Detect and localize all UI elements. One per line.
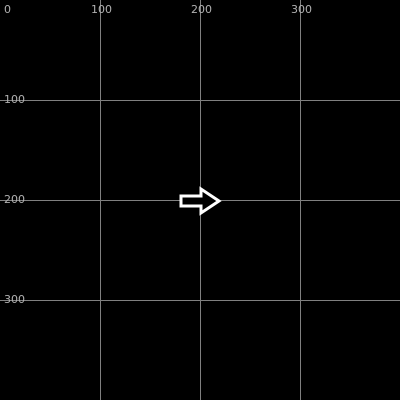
y-tick-label-100: 100 (4, 93, 25, 106)
y-tick-label-200: 200 (4, 193, 25, 206)
y-tick-label-300: 300 (4, 293, 25, 306)
x-tick-label-200: 200 (191, 3, 212, 16)
x-tick-label-100: 100 (91, 3, 112, 16)
axis-origin-label: 0 (4, 3, 11, 16)
right-arrow-cursor-icon (179, 186, 222, 216)
grid-line-horizontal-300 (0, 300, 400, 301)
x-tick-label-300: 300 (291, 3, 312, 16)
grid-line-horizontal-100 (0, 100, 400, 101)
